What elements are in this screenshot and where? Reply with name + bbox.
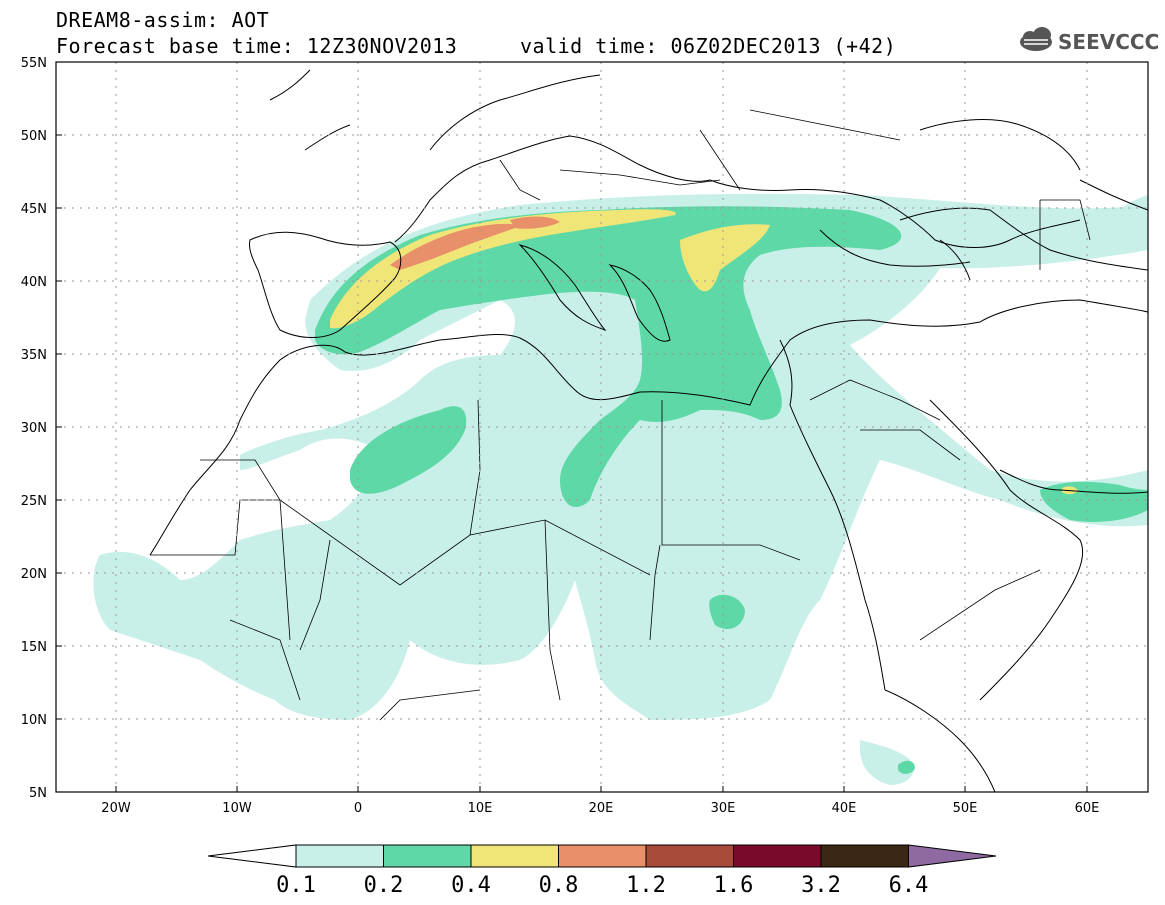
lon-label: 60E — [1075, 801, 1100, 816]
colorbar-bin-1 — [295, 844, 384, 868]
colorbar-bin-5 — [645, 844, 734, 868]
colorbar-label: 0.4 — [451, 873, 491, 898]
lat-label: 5N — [29, 786, 47, 801]
colorbar-label: 1.6 — [714, 873, 754, 898]
coastlines — [149, 69, 1148, 792]
colorbar-bin-2 — [383, 844, 472, 868]
lat-label: 10N — [21, 713, 47, 728]
colorbar-label: 6.4 — [889, 873, 929, 898]
lat-label: 20N — [21, 567, 47, 582]
lat-label: 50N — [21, 129, 47, 144]
colorbar-label: 0.2 — [364, 873, 404, 898]
lat-label: 30N — [21, 421, 47, 436]
colorbar-label: 0.8 — [539, 873, 579, 898]
colorbar — [207, 844, 997, 868]
aot-level-0.8 — [390, 216, 560, 270]
tick-marks — [56, 61, 1088, 793]
colorbar-over-arrow — [908, 844, 997, 868]
colorbar-labels: 0.1 0.2 0.4 0.8 1.2 1.6 3.2 6.4 — [276, 873, 928, 898]
graticule — [56, 62, 1148, 792]
lon-label: 20E — [589, 801, 614, 816]
lat-label: 15N — [21, 640, 47, 655]
lat-label: 35N — [21, 348, 47, 363]
lon-label: 30E — [711, 801, 736, 816]
seevccc-logo: SEEVCCC — [1020, 27, 1158, 54]
lat-label: 40N — [21, 275, 47, 290]
lon-label: 0 — [354, 801, 362, 816]
colorbar-bin-6 — [733, 844, 822, 868]
colorbar-bin-7 — [820, 844, 909, 868]
colorbar-label: 1.2 — [626, 873, 666, 898]
lon-label: 50E — [953, 801, 978, 816]
lon-label: 40E — [832, 801, 857, 816]
colorbar-under-arrow — [207, 844, 297, 868]
lat-label: 55N — [21, 56, 47, 71]
colorbar-label: 3.2 — [801, 873, 841, 898]
country-borders — [150, 109, 1091, 721]
colorbar-bin-4 — [558, 844, 647, 868]
colorbar-label: 0.1 — [276, 873, 316, 898]
lon-label: 10W — [222, 801, 252, 816]
lat-label: 25N — [21, 494, 47, 509]
aot-level-0.2 — [315, 206, 1148, 774]
cloud-icon — [1020, 27, 1052, 51]
lat-label: 45N — [21, 202, 47, 217]
colorbar-bin-3 — [470, 844, 559, 868]
forecast-time-line: Forecast base time: 12Z30NOV2013 valid t… — [56, 34, 897, 58]
lat-labels: 55N 50N 45N 40N 35N 30N 25N 20N 15N 10N … — [21, 56, 47, 801]
chart-title: DREAM8-assim: AOT — [56, 8, 270, 32]
logo-text: SEEVCCC — [1058, 30, 1158, 54]
lon-labels: 20W 10W 0 10E 20E 30E 40E 50E 60E — [101, 801, 1099, 816]
lon-label: 20W — [101, 801, 131, 816]
lon-label: 10E — [468, 801, 493, 816]
